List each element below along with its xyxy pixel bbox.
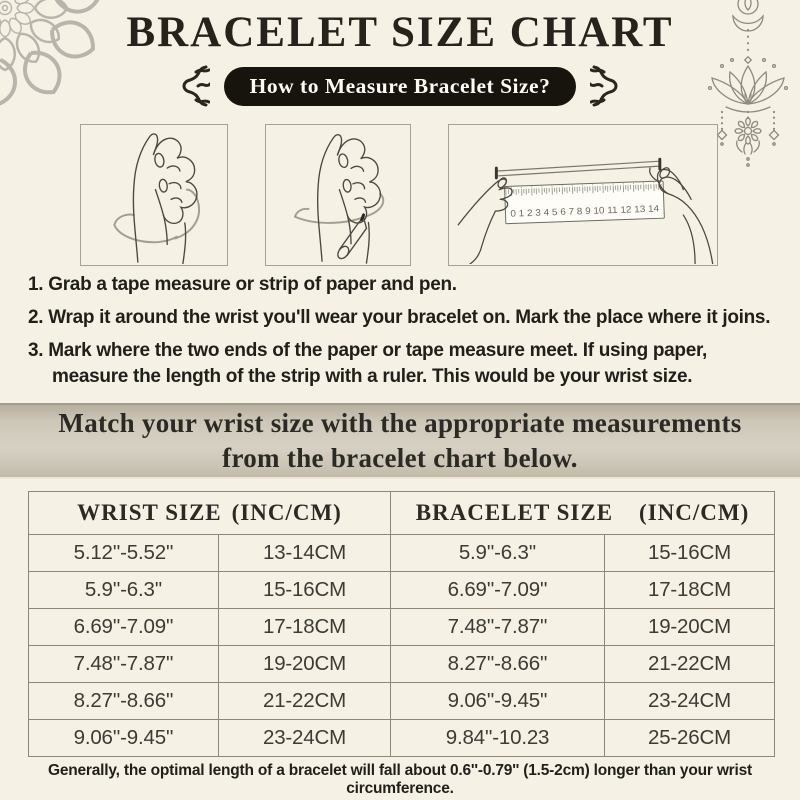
wrist-in-cell: 9.06''-9.45'' xyxy=(28,719,219,757)
bracelet-cm-cell: 23-24CM xyxy=(604,682,775,720)
wrist-cm-cell: 19-20CM xyxy=(218,645,391,683)
wrist-in-cell: 8.27''-8.66'' xyxy=(28,682,219,720)
bracelet-size-header-unit: (INC/CM) xyxy=(639,500,750,525)
instruction-step-1: 1. Grab a tape measure or strip of paper… xyxy=(28,274,457,295)
bracelet-in-cell: 6.69''-7.09'' xyxy=(390,571,605,609)
bracelet-in-cell: 9.84''-10.23 xyxy=(390,719,605,757)
footer-note: Generally, the optimal length of a brace… xyxy=(47,762,753,797)
bracelet-cm-cell: 17-18CM xyxy=(604,571,775,609)
instruction-step-2: 2. Wrap it around the wrist you'll wear … xyxy=(28,307,771,328)
measuring-instructions: 1. Grab a tape measure or strip of paper… xyxy=(28,272,788,397)
size-table: WRIST SIZE (INC/CM) BRACELET SIZE (INC/CM)… xyxy=(28,491,775,757)
table-row: 9.06''-9.45'' 23-24CM 9.84''-10.23 25-26… xyxy=(28,719,775,757)
flourish-left-icon xyxy=(182,65,210,107)
bracelet-cm-cell: 19-20CM xyxy=(604,608,775,646)
bracelet-cm-cell: 21-22CM xyxy=(604,645,775,683)
wrist-size-header-unit: (INC/CM) xyxy=(231,500,342,525)
bracelet-in-cell: 9.06''-9.45'' xyxy=(390,682,605,720)
table-row: 6.69''-7.09'' 17-18CM 7.48''-7.87'' 19-2… xyxy=(28,608,775,646)
wrist-cm-cell: 13-14CM xyxy=(218,534,391,572)
wrist-in-cell: 7.48''-7.87'' xyxy=(28,645,219,683)
wrist-size-header-label: WRIST SIZE xyxy=(77,500,222,525)
match-size-banner: Match your wrist size with the appropria… xyxy=(0,403,800,479)
wrap-wrist-illustration xyxy=(80,124,228,266)
wrist-in-cell: 5.12''-5.52'' xyxy=(28,534,219,572)
how-to-measure-row: How to Measure Bracelet Size? xyxy=(0,64,800,108)
wrist-cm-cell: 17-18CM xyxy=(218,608,391,646)
bracelet-in-cell: 5.9''-6.3'' xyxy=(390,534,605,572)
instruction-step-3: 3. Mark where the two ends of the paper … xyxy=(28,340,708,387)
wrist-cm-cell: 23-24CM xyxy=(218,719,391,757)
bracelet-size-header: BRACELET SIZE (INC/CM) xyxy=(390,491,775,535)
ruler-measure-illustration: 0 1 2 3 4 5 6 7 8 9 10 11 12 13 14 xyxy=(448,124,718,266)
bracelet-in-cell: 8.27''-8.66'' xyxy=(390,645,605,683)
measuring-steps-illustrations: 0 1 2 3 4 5 6 7 8 9 10 11 12 13 14 xyxy=(80,124,718,266)
wrist-size-header: WRIST SIZE (INC/CM) xyxy=(28,491,391,535)
bracelet-cm-cell: 25-26CM xyxy=(604,719,775,757)
bracelet-size-header-label: BRACELET SIZE xyxy=(415,500,614,525)
table-row: 5.9''-6.3'' 15-16CM 6.69''-7.09'' 17-18C… xyxy=(28,571,775,609)
mark-wrist-illustration xyxy=(265,124,411,266)
table-header-row: WRIST SIZE (INC/CM) BRACELET SIZE (INC/CM) xyxy=(28,491,775,535)
table-row: 5.12''-5.52'' 13-14CM 5.9''-6.3'' 15-16C… xyxy=(28,534,775,572)
table-row: 8.27''-8.66'' 21-22CM 9.06''-9.45'' 23-2… xyxy=(28,682,775,720)
table-row: 7.48''-7.87'' 19-20CM 8.27''-8.66'' 21-2… xyxy=(28,645,775,683)
how-to-measure-badge: How to Measure Bracelet Size? xyxy=(223,66,577,106)
bracelet-cm-cell: 15-16CM xyxy=(604,534,775,572)
bracelet-in-cell: 7.48''-7.87'' xyxy=(390,608,605,646)
wrist-in-cell: 5.9''-6.3'' xyxy=(28,571,219,609)
banner-text: Match your wrist size with the appropria… xyxy=(58,408,742,473)
page-title: BRACELET SIZE CHART xyxy=(126,9,674,56)
wrist-cm-cell: 15-16CM xyxy=(218,571,391,609)
wrist-in-cell: 6.69''-7.09'' xyxy=(28,608,219,646)
wrist-cm-cell: 21-22CM xyxy=(218,682,391,720)
flourish-right-icon xyxy=(590,65,618,107)
